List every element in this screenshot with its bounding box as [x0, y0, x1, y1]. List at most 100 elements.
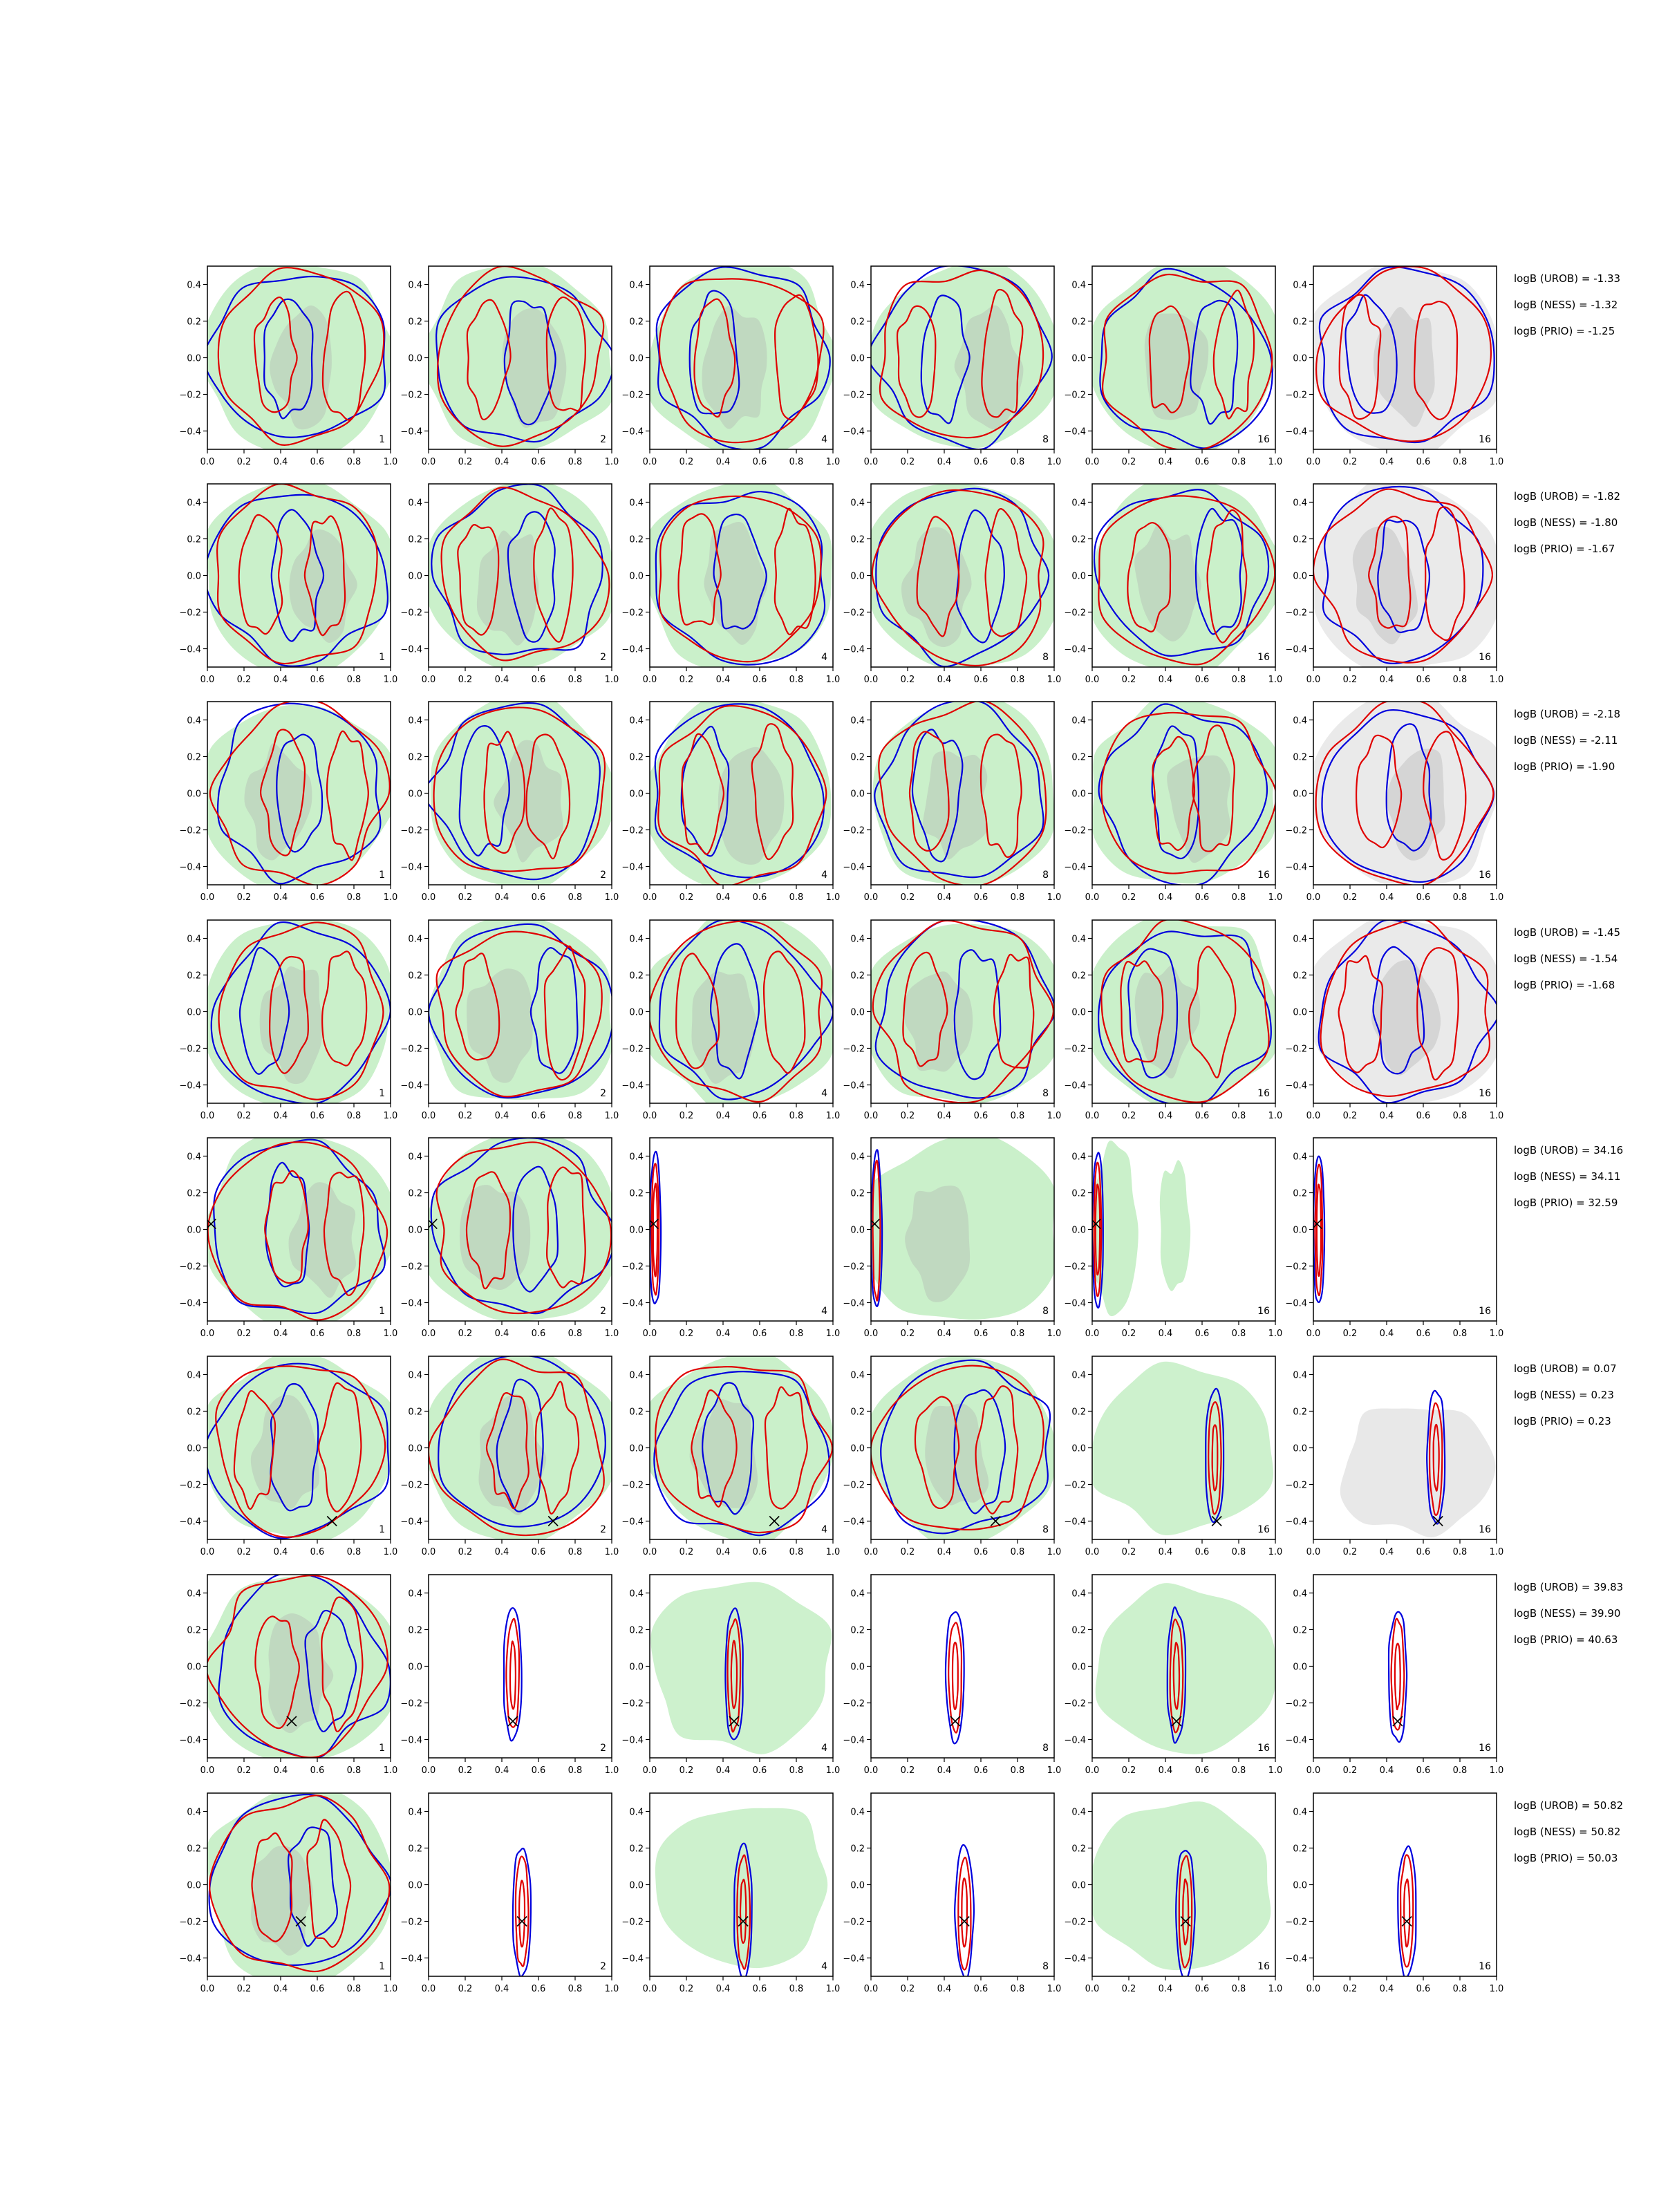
contour-red-inner-a [483, 731, 526, 854]
x-tick-label: 1.0 [1490, 892, 1504, 903]
y-tick-label: 0.4 [1293, 1808, 1307, 1818]
panel-index-label: 4 [821, 1961, 827, 1972]
y-tick-label: −0.4 [400, 1517, 422, 1528]
y-tick-label: 0.0 [1071, 1008, 1086, 1018]
y-tick-label: −0.2 [843, 1699, 865, 1709]
contour-blue-inner [270, 509, 325, 642]
contour-red-inner-a [455, 953, 500, 1061]
density-fill-outer [1092, 484, 1275, 667]
x-tick-label: 0.4 [495, 1984, 509, 1994]
y-tick-label: −0.4 [621, 1954, 644, 1965]
x-tick-label: 0.4 [1159, 1547, 1173, 1557]
x-tick-label: 0.0 [1085, 675, 1100, 685]
x-tick-label: 0.2 [1122, 1111, 1136, 1121]
contour-blue-spike [1166, 1606, 1187, 1744]
x-tick-label: 0.6 [310, 675, 325, 685]
x-tick-label: 0.2 [1122, 675, 1136, 685]
y-tick-label: −0.4 [1064, 1736, 1086, 1746]
contour-blue-spike [503, 1607, 523, 1742]
contour-red-spike [650, 1163, 660, 1296]
contour-red-inner-b [321, 290, 366, 421]
contour-red-inner-a [1148, 305, 1190, 414]
x-tick-label: 0.2 [1122, 457, 1136, 467]
y-tick-label: 0.0 [1071, 354, 1086, 364]
panel-r2-c3: 0.0 0.2 0.4 0.6 0.8 1.0 −0.4 −0.2 0.0 0.2 0.4 4 [621, 483, 840, 685]
x-tick-label: 0.0 [643, 1984, 657, 1994]
panel-index-label: 4 [821, 434, 827, 445]
true-value-marker [295, 1915, 306, 1927]
y-tick-label: 0.4 [629, 935, 644, 945]
x-tick-label: 0.0 [864, 675, 879, 685]
x-tick-label: 0.4 [1380, 892, 1394, 903]
x-tick-label: 1.0 [384, 1329, 398, 1339]
x-tick-label: 1.0 [1268, 892, 1283, 903]
contour-blue-inner [713, 514, 767, 630]
contour-red-inner-a [691, 1389, 738, 1508]
contour-blue-outer [880, 1359, 1051, 1535]
y-tick-label: 0.4 [629, 716, 644, 727]
y-tick-label: −0.2 [1285, 1262, 1307, 1273]
x-tick-label: 0.4 [274, 1111, 288, 1121]
contour-red-outer [650, 920, 823, 1103]
x-tick-label: 0.2 [458, 1765, 473, 1776]
contour-red-spike-inner [1182, 1878, 1190, 1946]
y-tick-label: 0.4 [1293, 281, 1307, 291]
x-tick-label: 1.0 [1490, 675, 1504, 685]
contour-blue-outer [1318, 266, 1495, 444]
x-tick-label: 0.2 [1122, 892, 1136, 903]
contour-red-outer [433, 706, 606, 872]
panel-r2-c6: 0.0 0.2 0.4 0.6 0.8 1.0 −0.4 −0.2 0.0 0.2 0.4 16 [1285, 483, 1504, 685]
y-tick-label: −0.4 [621, 1736, 644, 1746]
contour-red-inner-b [326, 730, 369, 861]
panel-r5-c3: 0.0 0.2 0.4 0.6 0.8 1.0 −0.4 −0.2 0.0 0.2 0.4 4 [621, 1137, 840, 1339]
panel-r8-c2: 0.0 0.2 0.4 0.6 0.8 1.0 −0.4 −0.2 0.0 0.2 0.4 2 [400, 1792, 619, 1994]
x-tick-label: 0.4 [274, 892, 288, 903]
y-tick-label: 0.2 [1071, 317, 1086, 328]
y-tick-label: 0.2 [850, 1189, 865, 1199]
contour-red-outer [218, 921, 384, 1100]
panel-r5-c4: 0.0 0.2 0.4 0.6 0.8 1.0 −0.4 −0.2 0.0 0.2 0.4 8 [843, 1137, 1061, 1339]
y-tick-label: 0.4 [850, 281, 865, 291]
y-tick-label: 0.4 [850, 716, 865, 727]
y-tick-label: 0.0 [408, 354, 422, 364]
panel-r8-c3: 0.0 0.2 0.4 0.6 0.8 1.0 −0.4 −0.2 0.0 0.2 0.4 4 [621, 1792, 840, 1994]
contour-red-outer [440, 487, 610, 662]
panel-index-label: 1 [379, 1743, 385, 1754]
logB-label: logB (PRIO) = 40.63 [1514, 1633, 1618, 1646]
y-tick-label: 0.2 [629, 753, 644, 763]
axes-frame [870, 1574, 1055, 1759]
x-tick-label: 1.0 [1047, 892, 1062, 903]
x-tick-label: 0.4 [937, 1111, 952, 1121]
x-tick-label: 0.6 [532, 675, 546, 685]
x-tick-label: 1.0 [605, 1765, 619, 1776]
y-tick-label: −0.4 [179, 1954, 201, 1965]
density-fill-inner [923, 751, 988, 860]
x-tick-label: 0.6 [753, 1984, 767, 1994]
contour-red-spike [505, 1618, 521, 1728]
x-tick-label: 0.2 [901, 1547, 915, 1557]
panel-r2-c1: 0.0 0.2 0.4 0.6 0.8 1.0 −0.4 −0.2 0.0 0.2 0.4 1 [179, 483, 397, 685]
y-tick-label: 0.0 [187, 1444, 201, 1454]
y-tick-label: 0.2 [1293, 753, 1307, 763]
x-tick-label: 0.2 [458, 1984, 473, 1994]
contour-red-spike-inner [1211, 1424, 1219, 1492]
y-tick-label: 0.0 [850, 1226, 865, 1236]
y-tick-label: 0.2 [187, 753, 201, 763]
logB-label: logB (PRIO) = -1.90 [1514, 760, 1615, 773]
x-tick-label: 0.0 [643, 1547, 657, 1557]
x-tick-label: 0.2 [901, 1111, 915, 1121]
x-tick-label: 0.2 [458, 675, 473, 685]
y-tick-label: −0.2 [179, 1262, 201, 1273]
contour-blue-outer [210, 921, 391, 1103]
y-tick-label: 0.2 [629, 1407, 644, 1418]
panel-r5-c6: 0.0 0.2 0.4 0.6 0.8 1.0 −0.4 −0.2 0.0 0.2 0.4 16 [1285, 1137, 1503, 1339]
y-tick-label: −0.2 [400, 1918, 422, 1928]
x-tick-label: 0.4 [495, 1765, 509, 1776]
y-tick-label: 0.2 [1293, 1844, 1307, 1855]
contour-red-inner-b [303, 515, 346, 637]
x-tick-label: 1.0 [605, 1547, 619, 1557]
density-fill-inner [1144, 313, 1209, 420]
contour-red-inner-a [259, 729, 306, 856]
x-tick-label: 0.6 [310, 1765, 325, 1776]
y-tick-label: −0.4 [621, 1081, 644, 1091]
